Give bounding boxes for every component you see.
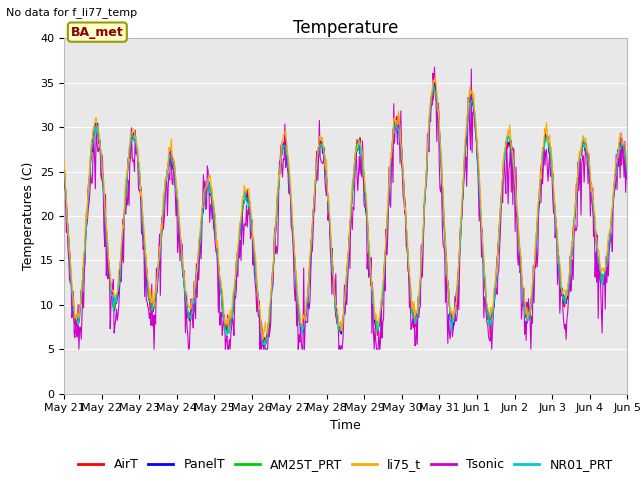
Text: BA_met: BA_met bbox=[71, 25, 124, 38]
Legend: AirT, PanelT, AM25T_PRT, li75_t, Tsonic, NR01_PRT: AirT, PanelT, AM25T_PRT, li75_t, Tsonic,… bbox=[74, 453, 618, 476]
Y-axis label: Temperatures (C): Temperatures (C) bbox=[22, 162, 35, 270]
Text: No data for f_li77_temp: No data for f_li77_temp bbox=[6, 7, 138, 18]
Title: Temperature: Temperature bbox=[293, 19, 398, 37]
X-axis label: Time: Time bbox=[330, 419, 361, 432]
